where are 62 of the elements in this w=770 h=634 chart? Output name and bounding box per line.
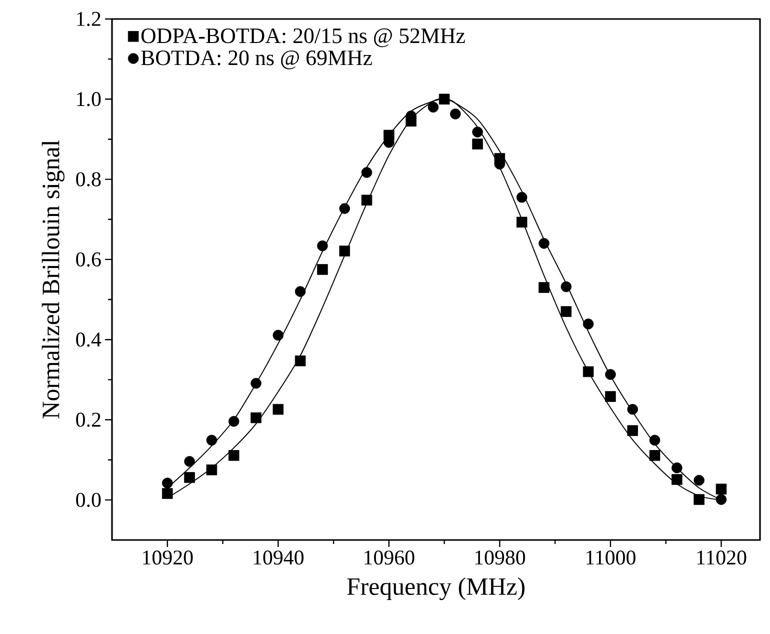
- point: [450, 108, 461, 120]
- x-tick-label: 11020: [697, 550, 746, 565]
- point: [560, 281, 572, 292]
- y-tick-label: 0.6: [76, 252, 101, 267]
- point: [294, 286, 306, 297]
- point: [694, 474, 704, 486]
- point: [294, 355, 306, 366]
- x-tick-label: 10960: [364, 550, 414, 565]
- point: [184, 456, 195, 467]
- y-tick-label: 0.8: [76, 172, 101, 186]
- y-tick-label: 1.0: [77, 92, 101, 106]
- point: [560, 306, 572, 317]
- x-tick-label: 10940: [254, 550, 304, 565]
- point: [361, 167, 372, 178]
- legend-label: ODPA-BOTDA: 20/15 ns @ 52MHz: [141, 28, 465, 48]
- point: [361, 194, 372, 206]
- point: [317, 240, 328, 252]
- point: [627, 404, 638, 415]
- x-tick-label: 10920: [143, 550, 193, 565]
- y-tick-label: 0.0: [76, 492, 101, 508]
- point: [339, 203, 350, 214]
- point: [716, 494, 727, 505]
- point: [516, 216, 528, 228]
- point: [538, 282, 550, 293]
- point: [339, 246, 350, 256]
- point: [627, 425, 638, 436]
- point: [516, 192, 528, 203]
- point: [250, 378, 262, 389]
- point: [694, 494, 704, 505]
- point: [162, 478, 173, 488]
- legend-label: BOTDA: 20 ns @ 69MHz: [141, 50, 372, 70]
- x-tick-label: 10980: [475, 550, 526, 565]
- point: [649, 450, 660, 461]
- point: [672, 474, 682, 485]
- point: [472, 126, 483, 138]
- point: [184, 472, 195, 483]
- point: [250, 412, 262, 424]
- point: [672, 462, 682, 474]
- x-axis-title: Frequency (MHz): [347, 577, 524, 600]
- point: [605, 391, 616, 402]
- y-axis-title: Normalized Brillouin signal: [42, 140, 64, 419]
- point: [272, 404, 284, 415]
- y-tick-label: 1.2: [77, 12, 100, 26]
- point: [438, 94, 450, 105]
- point: [206, 464, 218, 476]
- point: [206, 434, 218, 446]
- point: [272, 330, 284, 341]
- y-tick-label: 0.2: [76, 412, 100, 427]
- point: [162, 488, 173, 499]
- point: [228, 416, 240, 427]
- point: [605, 369, 616, 380]
- x-tick-label: 11000: [586, 550, 636, 565]
- point: [582, 366, 594, 378]
- point: [228, 450, 240, 461]
- point: [582, 318, 594, 330]
- point: [428, 102, 439, 113]
- y-tick-label: 0.4: [76, 332, 102, 347]
- point: [716, 484, 727, 494]
- point: [472, 138, 483, 150]
- point: [317, 264, 328, 275]
- point: [649, 434, 660, 446]
- point: [538, 238, 550, 249]
